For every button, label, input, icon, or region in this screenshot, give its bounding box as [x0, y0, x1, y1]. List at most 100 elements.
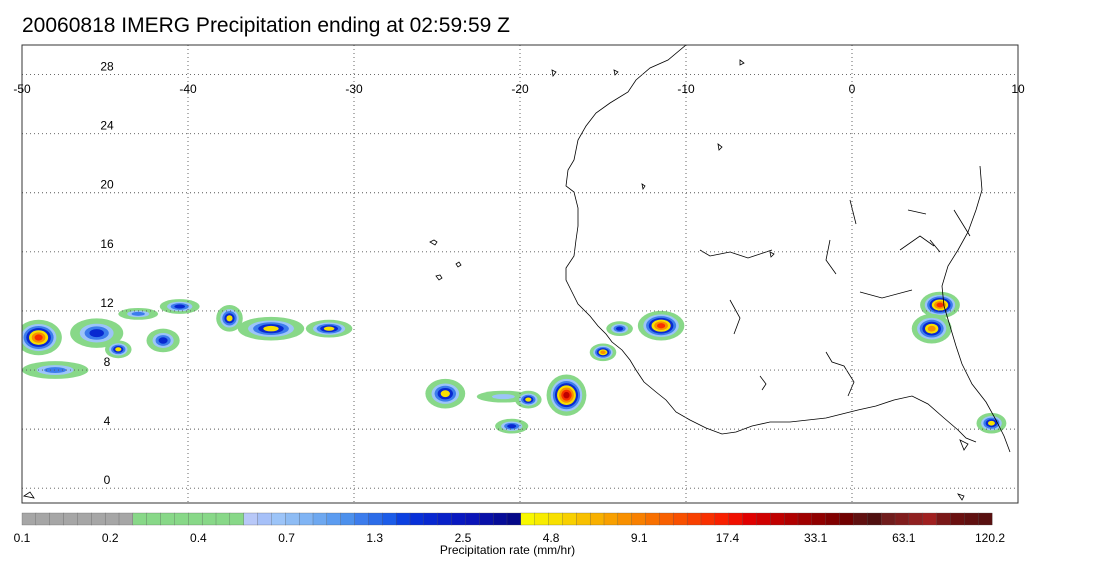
colorbar-swatch	[382, 512, 397, 526]
colorbar-swatch	[285, 512, 300, 526]
colorbar-swatch	[811, 512, 827, 526]
cape-verde-1	[429, 239, 438, 246]
lat-lon-grid	[22, 45, 1018, 503]
colorbar-swatch	[880, 512, 896, 526]
colorbar-swatch	[340, 512, 356, 526]
precip-cell	[600, 350, 606, 355]
colorbar-swatch	[589, 512, 605, 526]
colorbar-swatch	[271, 512, 286, 526]
colorbar-swatch	[188, 512, 203, 526]
colorbar-swatch	[797, 512, 813, 526]
colorbar-swatch	[783, 512, 799, 526]
colorbar	[21, 512, 993, 526]
colorbar-swatch	[174, 512, 189, 526]
colorbar-swatch	[839, 512, 854, 526]
colorbar-swatch	[673, 512, 688, 526]
colorbar-swatch	[659, 512, 674, 526]
precip-cell	[440, 390, 450, 398]
colorbar-tick-label: 120.2	[975, 531, 1005, 545]
colorbar-swatch	[867, 512, 882, 526]
small-lakes	[22, 59, 965, 501]
colorbar-swatch	[562, 512, 577, 526]
colorbar-swatch	[479, 512, 494, 526]
colorbar-tick-label: 63.1	[892, 531, 916, 545]
map-frame	[21, 44, 1019, 504]
lon-label: -30	[345, 82, 363, 96]
colorbar-tick-label: 9.1	[631, 531, 648, 545]
colorbar-swatch	[825, 512, 841, 526]
colorbar-swatch	[77, 512, 92, 526]
colorbar-swatch	[617, 512, 633, 526]
lon-label: 0	[849, 82, 856, 96]
lat-label: 28	[100, 60, 114, 74]
cape-verde-2	[455, 261, 462, 268]
precip-cell	[987, 420, 995, 426]
colorbar-swatch	[132, 512, 148, 526]
cape-verde-3	[435, 274, 443, 281]
precip-cell	[936, 302, 944, 308]
lon-label: -20	[511, 82, 529, 96]
colorbar-swatch	[728, 512, 744, 526]
colorbar-swatch	[160, 512, 175, 526]
precip-cell	[525, 397, 532, 402]
colorbar-swatch	[49, 512, 65, 526]
africa-east-coastline	[941, 165, 1011, 453]
colorbar-swatch	[423, 512, 439, 526]
map-title: 20060818 IMERG Precipitation ending at 0…	[22, 14, 510, 37]
colorbar-swatch	[21, 512, 37, 526]
precip-cell	[263, 325, 279, 332]
colorbar-swatch	[368, 512, 383, 526]
colorbar-tick-label: 0.1	[14, 531, 31, 545]
colorbar-swatch	[686, 512, 702, 526]
colorbar-swatch	[756, 512, 771, 526]
longitude-labels: -50 -40 -30 -20 -10 0 10	[13, 82, 1025, 96]
colorbar-swatch	[908, 512, 924, 526]
lat-label: 12	[100, 296, 114, 310]
colorbar-tick-label: 2.5	[455, 531, 472, 545]
precip-cell	[615, 326, 624, 331]
precip-cell	[226, 315, 233, 322]
precip-cell	[323, 326, 335, 331]
coastline	[22, 45, 1011, 501]
lat-label: 16	[100, 237, 114, 251]
lon-label: -40	[179, 82, 197, 96]
colorbar-swatch	[506, 512, 522, 526]
colorbar-swatch	[492, 512, 508, 526]
colorbar-tick-label: 0.4	[190, 531, 207, 545]
precip-cell	[131, 311, 145, 316]
colorbar-swatch	[451, 512, 466, 526]
colorbar-swatch	[298, 512, 314, 526]
colorbar-swatch	[91, 512, 106, 526]
colorbar-swatch	[243, 512, 259, 526]
lat-label: 8	[104, 355, 111, 369]
precip-cell	[492, 394, 515, 400]
colorbar-swatch	[964, 512, 979, 526]
colorbar-swatch	[534, 512, 550, 526]
colorbar-title: Precipitation rate (mm/hr)	[439, 543, 576, 557]
colorbar-swatch	[770, 512, 785, 526]
precip-cell	[44, 367, 67, 373]
colorbar-swatch	[700, 512, 716, 526]
colorbar-swatch	[950, 512, 965, 526]
bioko-coast	[959, 439, 969, 451]
colorbar-tick-label: 4.8	[543, 531, 560, 545]
lat-label: 20	[100, 178, 114, 192]
precip-cell	[89, 329, 104, 338]
colorbar-tick-label: 1.3	[366, 531, 383, 545]
precip-cell	[507, 424, 517, 429]
colorbar-swatch	[465, 512, 480, 526]
lat-label: 4	[104, 414, 111, 428]
colorbar-swatch	[922, 512, 938, 526]
colorbar-swatch	[35, 512, 51, 526]
colorbar-tick-label: 0.7	[278, 531, 295, 545]
colorbar-swatch	[520, 512, 536, 526]
lon-label: -10	[677, 82, 695, 96]
colorbar-swatch	[548, 512, 563, 526]
colorbar-swatch	[326, 512, 342, 526]
lat-label: 24	[100, 119, 114, 133]
colorbar-labels: 0.1 0.2 0.4 0.7 1.3 2.5 4.8 9.1 17.4 33.1 63.1 120.…	[14, 531, 1006, 545]
lon-label: 10	[1011, 82, 1025, 96]
colorbar-swatch	[936, 512, 951, 526]
precip-cell	[927, 325, 936, 332]
colorbar-swatch	[257, 512, 272, 526]
